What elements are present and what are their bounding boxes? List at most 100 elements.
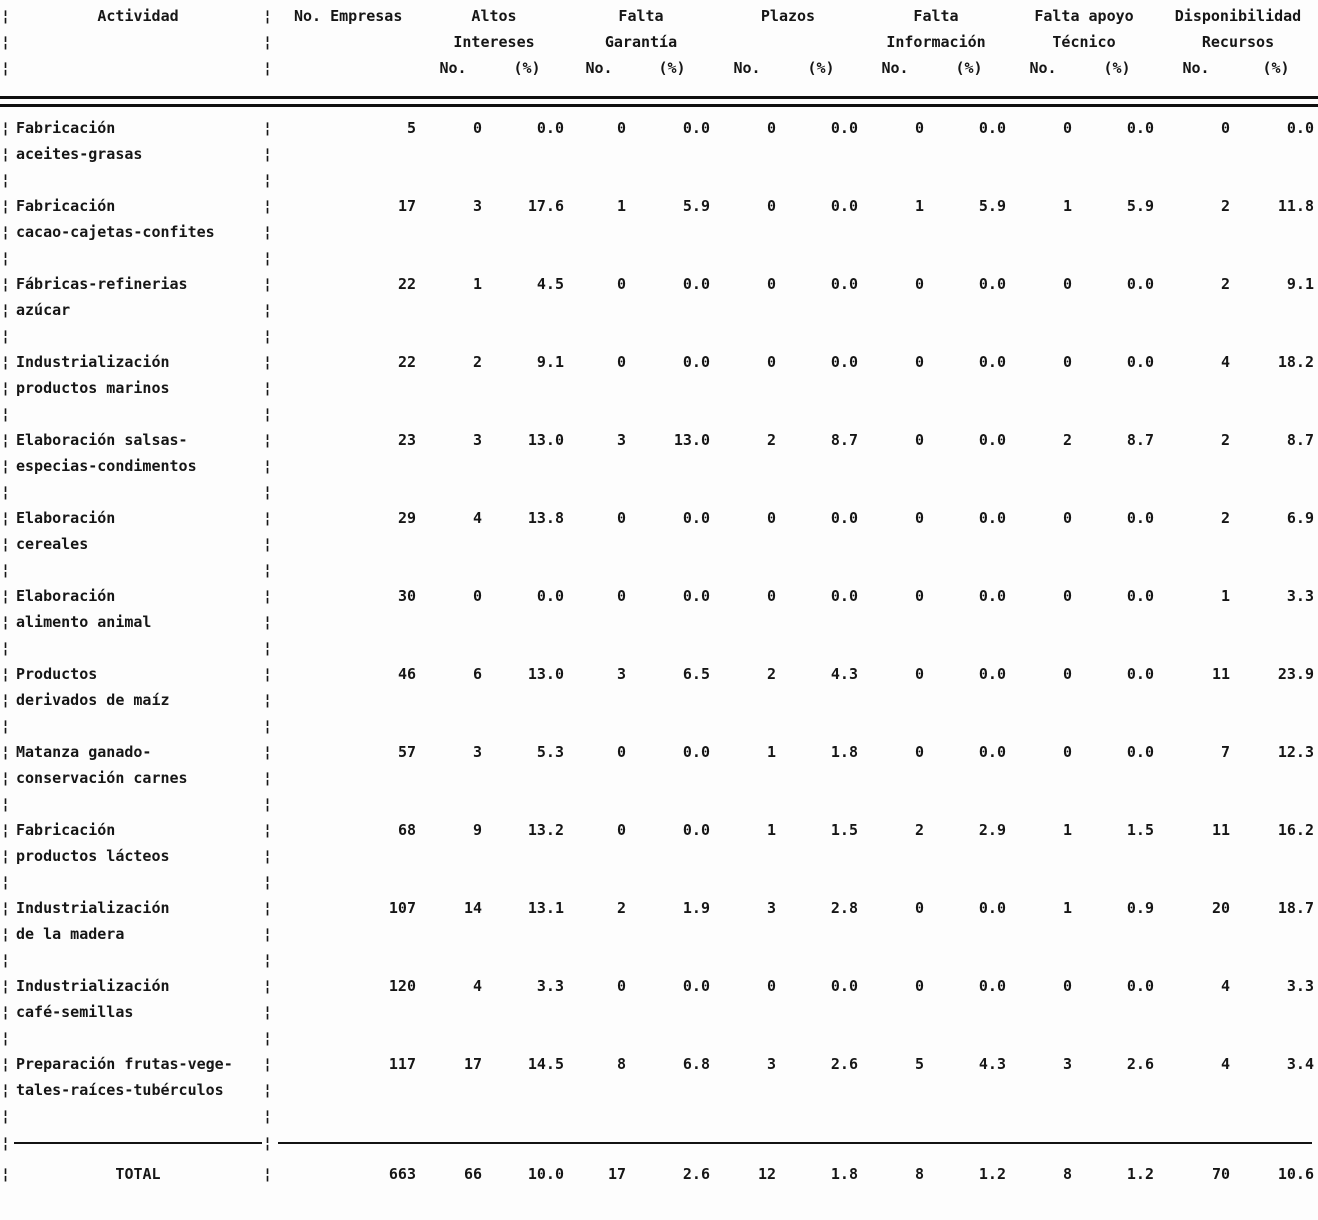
spacer [14,635,262,661]
pct-value: 9.1 [536,353,564,371]
pct-value: 0.0 [978,275,1006,293]
border-bar: ¦ [1,7,11,25]
pct-value: 0.0 [978,509,1006,527]
row-line-2: ¦ productos lácteos ¦ [0,843,1318,869]
border-bar: ¦ [263,1107,273,1125]
col-group-disponibilidad-recursos: Disponibilidad [1174,7,1302,25]
border-bar: ¦ [263,795,273,813]
spacer [14,713,262,739]
border-bar: ¦ [263,1081,273,1099]
row-line-1: ¦ Matanza ganado- ¦ 57 3 5.3 0 0.0 1 1.8 0 0.0 0 0.0 7… [0,739,1318,765]
spacer [14,479,262,505]
row-line-2: ¦ cacao-cajetas-confites ¦ [0,219,1318,245]
table-body: ¦ Fabricación ¦ 5 0 0.0 0 0.0 0 0.0 0 0.0 0 0.0 0 0.0 ¦ a… [0,115,1318,1129]
col-group-plazos: Plazos [760,7,816,25]
border-bar: ¦ [1,405,11,423]
subheader-no: No. [585,59,613,77]
count-value: 0 [1062,587,1072,605]
border-bar: ¦ [1,275,11,293]
border-bar: ¦ [263,275,273,293]
pct-value: 18.7 [1277,899,1314,917]
count-value: 7 [1220,743,1230,761]
count-value: 0 [766,977,776,995]
activity-name-line2: azúcar [16,301,71,319]
border-bar: ¦ [1,1029,11,1047]
subheader-pct: (%) [955,59,983,77]
border-bar: ¦ [263,977,273,995]
count-value: 0 [914,665,924,683]
count-value: 3 [472,743,482,761]
border-bar: ¦ [263,1003,273,1021]
border-bar: ¦ [1,119,11,137]
pct-value: 8.7 [1126,431,1154,449]
table-row: ¦ Industrialización ¦ 22 2 9.1 0 0.0 0 0.0 0 0.0 0 0.… [0,349,1318,427]
activity-name-line2: derivados de maíz [16,691,170,709]
pct-value: 0.0 [1126,665,1154,683]
count-value: 3 [616,431,626,449]
col-header-no-empresas: No. Empresas [294,7,403,25]
border-bar: ¦ [263,847,273,865]
n-empresas-value: 17 [397,197,416,215]
count-value: 6 [472,665,482,683]
count-value: 0 [766,509,776,527]
pct-value: 0.0 [978,665,1006,683]
activity-name-line2: cereales [16,535,89,553]
pct-value: 1.9 [682,899,710,917]
count-value: 0 [914,977,924,995]
pct-value: 9.1 [1286,275,1314,293]
pct-value: 0.0 [830,197,858,215]
border-bar: ¦ [1,379,11,397]
border-bar: ¦ [1,353,11,371]
count-value: 2 [472,353,482,371]
row-line-1: ¦ Productos ¦ 46 6 13.0 3 6.5 2 4.3 0 0.0 0 0.0 11 23.9 [0,661,1318,687]
row-line-1: ¦ Fábricas-refinerias ¦ 22 1 4.5 0 0.0 0 0.0 0 0.0 0… [0,271,1318,297]
border-bar: ¦ [263,483,273,501]
count-value: 0 [766,587,776,605]
col-group-line2: Garantía [604,33,678,51]
count-value: 0 [766,197,776,215]
border-bar: ¦ [1,821,11,839]
border-bar: ¦ [263,7,273,25]
border-bar: ¦ [263,873,273,891]
subheader-pct: (%) [513,59,541,77]
border-bar: ¦ [1,1081,11,1099]
table-row: ¦ Preparación frutas-vege- ¦ 117 17 14.5 8 6.8 3… [0,1051,1318,1129]
separator-line [14,1142,262,1144]
activity-name-line2: tales-raíces-tubérculos [16,1081,224,1099]
pct-value: 0.0 [978,353,1006,371]
count-value: 1 [1062,197,1072,215]
table-row: ¦ Matanza ganado- ¦ 57 3 5.3 0 0.0 1 1.8 0 0.0 0 0.0 7… [0,739,1318,817]
border-bar: ¦ [1,665,11,683]
pct-value: 5.9 [1126,197,1154,215]
count-value: 2 [1220,197,1230,215]
count-value: 4 [1220,353,1230,371]
spacer [14,557,262,583]
pct-value: 5.3 [536,743,564,761]
activity-name-line2: cacao-cajetas-confites [16,223,215,241]
activity-name-line2: productos marinos [16,379,170,397]
pct-value: 2.9 [978,821,1006,839]
pct-value: 17.6 [527,197,564,215]
pct-value: 4.5 [536,275,564,293]
row-line-3: ¦ ¦ [0,635,1318,661]
border-bar: ¦ [263,1134,273,1152]
subheader-no: No. [733,59,761,77]
count-value: 2 [1220,431,1230,449]
row-line-2: ¦ cereales ¦ [0,531,1318,557]
count-value: 5 [914,1055,924,1073]
pct-value: 11.8 [1277,197,1314,215]
count-value: 0 [1062,353,1072,371]
row-line-2: ¦ azúcar ¦ [0,297,1318,323]
activity-name-line1: Industrialización [16,899,170,917]
n-empresas-value: 5 [406,119,416,137]
scanned-table-document: ¦ Actividad ¦ No. Empresas Altos Falta P… [0,7,1318,1183]
pct-value: 0.0 [682,743,710,761]
pct-value: 13.8 [527,509,564,527]
pct-value: 0.0 [1126,977,1154,995]
pct-value: 0.0 [978,431,1006,449]
border-bar: ¦ [1,171,11,189]
pct-value: 23.9 [1277,665,1314,683]
border-bar: ¦ [1,457,11,475]
count-value: 2 [914,821,924,839]
row-line-2: ¦ productos marinos ¦ [0,375,1318,401]
